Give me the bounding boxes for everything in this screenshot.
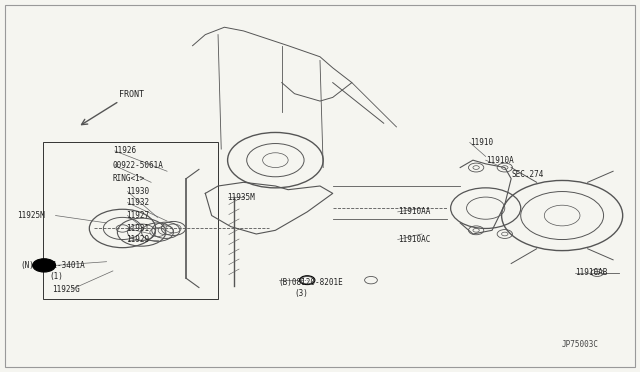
Text: JP75003C: JP75003C <box>562 340 599 349</box>
FancyBboxPatch shape <box>4 5 636 367</box>
Text: RING<1>: RING<1> <box>113 174 145 183</box>
Text: 11910: 11910 <box>470 138 493 147</box>
Text: 11935M: 11935M <box>228 193 255 202</box>
Text: 11931: 11931 <box>125 224 148 233</box>
Text: 11929: 11929 <box>125 235 148 244</box>
Text: (B)08120-8201E: (B)08120-8201E <box>278 278 343 287</box>
Text: 11930: 11930 <box>125 187 148 196</box>
Text: 11925G: 11925G <box>52 285 80 294</box>
Text: 11910A: 11910A <box>486 155 513 165</box>
Text: N: N <box>42 263 47 268</box>
Text: FRONT: FRONT <box>119 90 144 99</box>
Circle shape <box>33 259 56 272</box>
Text: B: B <box>302 278 307 283</box>
Text: 11910AB: 11910AB <box>575 268 607 277</box>
Text: 11910AA: 11910AA <box>397 207 430 217</box>
Text: SEC.274: SEC.274 <box>511 170 543 179</box>
Text: 00922-5061A: 00922-5061A <box>113 161 164 170</box>
Text: 11927: 11927 <box>125 211 148 220</box>
Text: 11925M: 11925M <box>17 211 45 220</box>
Text: (N)08911-3401A: (N)08911-3401A <box>20 261 85 270</box>
Text: 11926: 11926 <box>113 147 136 155</box>
Text: 11932: 11932 <box>125 198 148 207</box>
Text: (1): (1) <box>49 272 63 281</box>
Text: (3): (3) <box>294 289 308 298</box>
Text: 11910AC: 11910AC <box>397 235 430 244</box>
